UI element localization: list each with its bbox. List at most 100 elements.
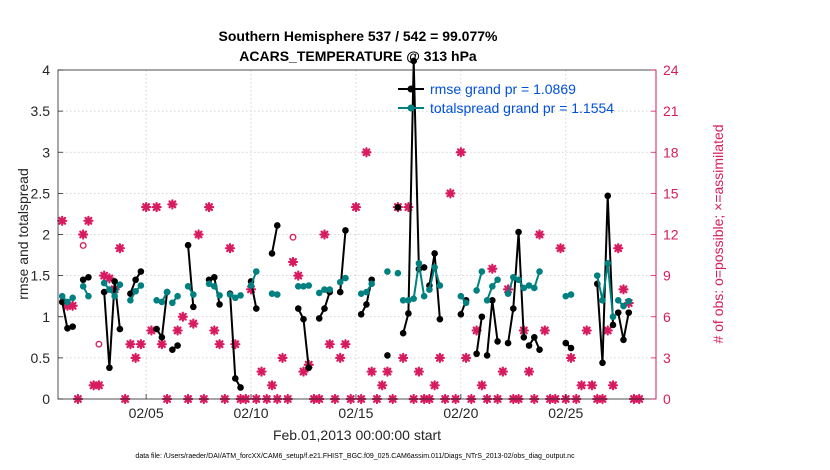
spread-point (111, 292, 118, 300)
obs-assimilated-marker (340, 339, 351, 350)
spread-point (205, 280, 213, 288)
spread-point (604, 259, 612, 267)
obs-assimilated-marker (146, 325, 157, 336)
spread-point (326, 286, 334, 293)
rmse-point (567, 344, 575, 352)
obs-assimilated-marker (156, 339, 167, 350)
spread-point (436, 282, 444, 289)
obs-assimilated-marker (613, 243, 624, 254)
spread-point (478, 268, 486, 275)
rmse-point (315, 315, 323, 322)
obs-assimilated-marker (141, 201, 152, 213)
obs-assimilated-marker (266, 380, 278, 391)
rmse-point (158, 334, 166, 341)
series-lines (58, 57, 633, 391)
spread-point (342, 274, 349, 282)
rmse-point (79, 276, 87, 284)
obs-possible-marker (95, 340, 103, 348)
spread-point (69, 294, 76, 302)
rmse-point (609, 321, 617, 329)
spread-point (268, 290, 276, 298)
rmse-point (604, 192, 612, 200)
x-tick-label: 02/20 (443, 405, 478, 421)
y2-tick-label: 15 (663, 185, 679, 201)
spread-point (116, 281, 124, 288)
obs-assimilated-marker (78, 229, 89, 240)
spread-point (357, 290, 365, 298)
spread-point (609, 313, 617, 321)
spread-point (273, 291, 281, 298)
obs-assimilated-marker (203, 201, 215, 213)
grid (58, 69, 656, 400)
spread-point (483, 297, 491, 304)
rmse-point (489, 297, 496, 304)
obs-assimilated-marker (287, 256, 299, 268)
obs-assimilated-marker (319, 229, 330, 240)
spread-line (103, 282, 121, 299)
spread-point (100, 279, 108, 287)
obs-assimilated-marker (487, 263, 498, 274)
rmse-point (436, 315, 444, 323)
spread-point (211, 283, 218, 290)
y-tick-label: 2 (42, 227, 50, 243)
spread-point (216, 292, 223, 299)
obs-assimilated-marker (177, 311, 188, 322)
rmse-point (478, 313, 486, 321)
chart-title: Southern Hemisphere 537 / 542 = 99.077% (219, 28, 499, 44)
spread-point (174, 292, 181, 300)
obs-assimilated-marker (151, 201, 162, 213)
obs-assimilated-marker (167, 199, 178, 210)
y2-tick-label: 12 (663, 227, 679, 243)
legend-spread-marker (407, 104, 415, 112)
spread-point (420, 292, 428, 300)
rmse-point (531, 334, 538, 341)
y2-tick-label: 9 (663, 268, 671, 284)
obs-assimilated-marker (534, 229, 545, 240)
rmse-point (237, 384, 244, 391)
spread-point (132, 287, 139, 295)
obs-possible-marker (79, 242, 87, 249)
spread-point (614, 297, 622, 304)
footer-note: data file: /Users/raeder/DAI/ATM_forcXX/… (135, 453, 575, 460)
spread-point (247, 282, 255, 289)
y-tick-label: 1 (42, 309, 50, 325)
y-tick-label: 1.5 (31, 268, 51, 284)
obs-assimilated-marker (445, 188, 456, 199)
obs-assimilated-marker (586, 380, 598, 391)
rmse-line (271, 225, 279, 254)
rmse-point (431, 250, 438, 257)
rmse-point (515, 228, 522, 236)
y2-tick-label: 18 (663, 144, 679, 160)
spread-point (536, 268, 543, 275)
spread-point (336, 278, 344, 286)
spread-point (504, 290, 512, 298)
rmse-point (473, 350, 480, 358)
spread-point (620, 302, 627, 310)
rmse-point (483, 352, 491, 359)
obs-assimilated-marker (382, 366, 393, 377)
obs-assimilated-marker (130, 352, 141, 363)
rmse-line (475, 316, 483, 354)
rmse-point (394, 204, 402, 211)
obs-assimilated-marker (67, 300, 78, 311)
obs-assimilated-marker (555, 243, 566, 254)
spread-point (567, 291, 575, 298)
y-tick-label: 0 (42, 391, 50, 407)
obs-assimilated-marker (413, 366, 424, 377)
rmse-point (64, 324, 71, 332)
spread-point (494, 276, 501, 284)
spread-line (596, 263, 614, 317)
spread-point (593, 272, 601, 279)
x-tick-label: 02/15 (338, 405, 373, 421)
chart-subtitle: ACARS_TEMPERATURE @ 313 hPa (239, 48, 477, 64)
spread-point (169, 299, 176, 307)
y-axis-label: rmse and totalspread (15, 168, 31, 300)
rmse-point (562, 339, 570, 347)
y2-axis-label: # of obs: o=possible; ×=assimilated (710, 124, 726, 343)
obs-assimilated-marker (298, 366, 309, 377)
rmse-point (252, 305, 260, 312)
rmse-point (405, 310, 412, 317)
spread-point (515, 276, 522, 284)
rmse-point (520, 334, 528, 341)
